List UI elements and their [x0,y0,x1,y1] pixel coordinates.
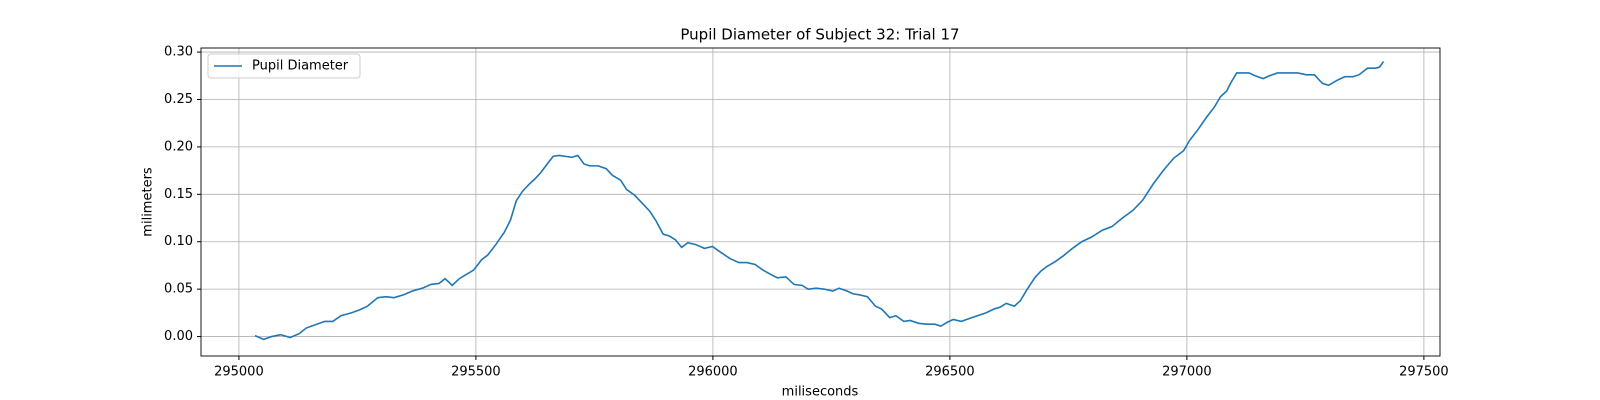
x-tick-label: 297000 [1162,365,1212,380]
x-axis-label: miliseconds [782,385,859,400]
y-tick-label: 0.15 [164,187,193,202]
x-tick-label: 295500 [451,365,501,380]
x-tick-label: 295000 [214,365,264,380]
chart-title: Pupil Diameter of Subject 32: Trial 17 [680,26,959,44]
y-tick-label: 0.05 [164,282,193,297]
y-tick-label: 0.10 [164,234,193,249]
y-tick-label: 0.00 [164,329,193,344]
x-tick-label: 297500 [1399,365,1449,380]
y-tick-label: 0.20 [164,139,193,154]
y-tick-label: 0.25 [164,92,193,107]
x-tick-label: 296000 [688,365,738,380]
data-line [254,61,1385,341]
x-tick-label: 296500 [925,365,975,380]
legend-label: Pupil Diameter [252,59,349,74]
y-axis-label: milimeters [141,167,156,237]
plot-frame [200,47,1441,357]
y-tick-label: 0.30 [164,45,193,60]
legend-box [207,53,361,79]
